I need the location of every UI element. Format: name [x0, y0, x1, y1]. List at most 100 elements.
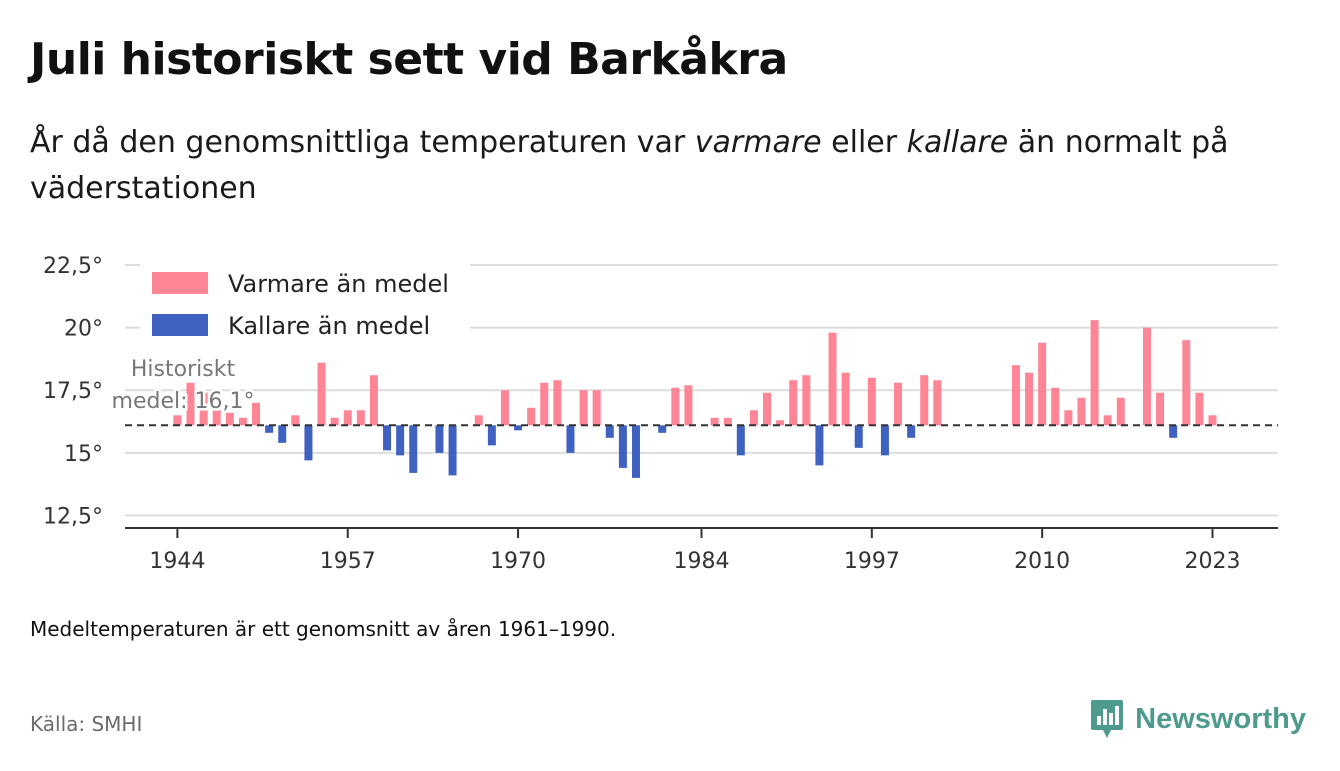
legend-swatch — [152, 314, 208, 336]
bar-1957 — [343, 410, 352, 426]
bar-1964 — [435, 425, 444, 453]
bar-1953 — [291, 415, 300, 426]
bar-1988 — [749, 410, 758, 426]
bar-1948 — [225, 412, 234, 426]
y-axis: 12,5° 15° 17,5° 20° 22,5° — [43, 254, 103, 529]
bar-1985 — [710, 417, 719, 426]
bar-2016 — [1116, 397, 1125, 426]
bar-2023 — [1208, 415, 1217, 426]
bar-1959 — [369, 375, 378, 426]
bar-1987 — [736, 425, 745, 456]
bar-1978 — [618, 425, 627, 468]
subtitle-warm-word: varmare — [694, 125, 822, 160]
newsworthy-logo-icon — [1091, 700, 1124, 738]
bar-1998 — [880, 425, 889, 456]
bar-1975 — [579, 390, 588, 426]
bar-1996 — [854, 425, 863, 448]
bar-1982 — [671, 387, 680, 426]
legend-label: Varmare än medel — [228, 270, 449, 298]
bar-1977 — [605, 425, 614, 438]
bar-1986 — [723, 417, 732, 426]
bar-1956 — [330, 417, 339, 426]
bar-1965 — [448, 425, 457, 476]
bar-1961 — [396, 425, 405, 456]
bar-1997 — [867, 377, 876, 426]
bar-2008 — [1011, 365, 1020, 426]
bar-1971 — [527, 407, 536, 426]
bar-1946 — [199, 392, 208, 426]
chart-subtitle: År då den genomsnittliga temperaturen va… — [30, 120, 1290, 212]
bar-2014 — [1090, 320, 1099, 426]
x-tick-label: 1957 — [320, 549, 376, 574]
bar-1951 — [265, 425, 274, 433]
bar-2010 — [1038, 342, 1047, 426]
bar-1960 — [383, 425, 392, 451]
bar-1993 — [815, 425, 824, 466]
bar-1962 — [409, 425, 418, 473]
source-label: Källa: SMHI — [30, 712, 143, 736]
bar-1950 — [252, 402, 261, 426]
chart-title: Juli historiskt sett vid Barkåkra — [30, 34, 788, 85]
x-tick-label: 1984 — [674, 549, 730, 574]
legend-swatch — [152, 272, 208, 294]
bar-1995 — [841, 372, 850, 426]
bar-2019 — [1156, 392, 1165, 426]
subtitle-cold-word: kallare — [906, 125, 1009, 160]
y-tick-label: 20° — [64, 317, 103, 342]
brand-name: Newsworthy — [1135, 702, 1306, 735]
footnote: Medeltemperaturen är ett genomsnitt av å… — [30, 617, 617, 641]
bar-1958 — [356, 410, 365, 426]
brand-logo[interactable]: Newsworthy — [1089, 698, 1306, 740]
bar-1945 — [186, 382, 195, 426]
bar-2002 — [933, 380, 942, 426]
bar-2022 — [1195, 392, 1204, 426]
bar-2020 — [1169, 425, 1178, 438]
y-tick-label: 15° — [64, 442, 103, 467]
subtitle-part-3: än normalt på väderstationen — [30, 125, 1229, 206]
y-tick-label: 22,5° — [43, 254, 103, 279]
y-tick-label: 17,5° — [43, 379, 103, 404]
bar-1994 — [828, 332, 837, 426]
bar-1952 — [278, 425, 287, 443]
bar-1973 — [553, 380, 562, 426]
subtitle-part-1: År då den genomsnittliga temperaturen va… — [30, 125, 695, 160]
bar-1976 — [592, 390, 601, 426]
bar-2009 — [1025, 372, 1034, 426]
baseline-label: medel: 16,1° — [112, 389, 255, 414]
bar-1990 — [776, 420, 785, 426]
bar-2011 — [1051, 387, 1060, 426]
bar-1981 — [658, 425, 667, 433]
baseline-label: Historiskt — [131, 357, 236, 382]
baseline-group: Historiskt medel: 16,1° — [109, 355, 1278, 427]
bar-2015 — [1103, 415, 1112, 426]
bar-1970 — [514, 425, 523, 431]
bar-1974 — [566, 425, 575, 453]
legend: Varmare än medel Kallare än medel — [140, 262, 470, 346]
bar-1967 — [474, 415, 483, 426]
bar-2012 — [1064, 410, 1073, 426]
bar-1972 — [540, 382, 549, 426]
bar-2018 — [1142, 327, 1151, 426]
x-tick-label: 1944 — [149, 549, 205, 574]
temperature-bar-chart: 12,5°15°17,5°20°22,5° 1944 1957 1970 1984 19… — [43, 254, 1278, 574]
bar-2001 — [920, 375, 929, 426]
x-axis: 1944 1957 1970 1984 1997 2010 2023 — [125, 527, 1278, 574]
bar-2013 — [1077, 397, 1086, 426]
bar-2021 — [1182, 340, 1191, 426]
bar-1944 — [173, 415, 182, 426]
bar-1969 — [500, 390, 509, 426]
x-tick-label: 1970 — [490, 549, 546, 574]
bar-2000 — [907, 425, 916, 438]
bar-1989 — [763, 392, 772, 426]
legend-label: Kallare än medel — [228, 312, 430, 340]
bar-1954 — [304, 425, 313, 461]
x-tick-label: 2010 — [1014, 549, 1070, 574]
bar-1955 — [317, 362, 326, 426]
bar-1983 — [684, 385, 693, 426]
bar-1979 — [631, 425, 640, 478]
bar-1949 — [238, 417, 247, 426]
bar-1992 — [802, 375, 811, 426]
bar-1947 — [212, 410, 221, 426]
x-tick-label: 1997 — [844, 549, 900, 574]
subtitle-part-2: eller — [821, 125, 907, 160]
